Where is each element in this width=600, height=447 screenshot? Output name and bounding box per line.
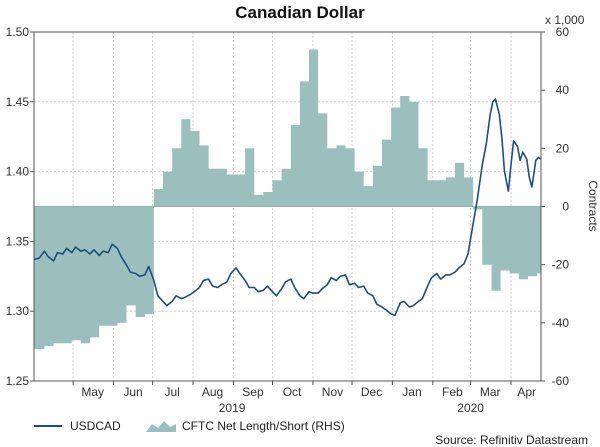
right-axis-ticks: 60 40 20 0 -20 -40 -60 bbox=[541, 25, 569, 388]
left-tick-label: 1.50 bbox=[6, 25, 30, 39]
right-tick-label: 60 bbox=[556, 25, 570, 39]
usdcad-line-layer bbox=[33, 98, 542, 317]
legend: USDCAD CFTC Net Length/Short (RHS) bbox=[34, 419, 345, 433]
x-month-label: Jan bbox=[402, 385, 421, 399]
x-year-label: 2020 bbox=[457, 401, 484, 415]
x-month-label: Oct bbox=[283, 385, 302, 399]
x-month-label: Nov bbox=[322, 385, 343, 399]
legend-usdcad-label: USDCAD bbox=[70, 419, 121, 433]
x-month-label: Mar bbox=[480, 385, 501, 399]
right-axis-label: Contracts bbox=[586, 180, 600, 231]
right-tick-label: -20 bbox=[552, 258, 570, 272]
x-month-label: Jun bbox=[123, 385, 142, 399]
right-axis-unit-note: x 1,000 bbox=[545, 13, 585, 27]
x-month-label: Sep bbox=[242, 385, 264, 399]
left-tick-label: 1.30 bbox=[6, 304, 30, 318]
x-month-label: May bbox=[81, 385, 104, 399]
left-tick-label: 1.40 bbox=[6, 165, 30, 179]
legend-area-swatch bbox=[146, 421, 176, 432]
cftc-net-position-area bbox=[34, 49, 541, 349]
x-month-label: Feb bbox=[442, 385, 463, 399]
left-tick-label: 1.25 bbox=[6, 374, 30, 388]
x-axis-ticks: May Jun Jul Aug Sep Oct Nov Dec Jan Feb Mar Apr 2019… bbox=[72, 381, 536, 415]
legend-cftc-label: CFTC Net Length/Short (RHS) bbox=[182, 419, 345, 433]
x-month-label: Aug bbox=[202, 385, 223, 399]
right-tick-label: 0 bbox=[562, 200, 569, 214]
left-tick-label: 1.35 bbox=[6, 234, 30, 248]
x-year-label: 2019 bbox=[219, 401, 246, 415]
left-axis-ticks: 1.50 1.45 1.40 1.35 1.30 1.25 bbox=[6, 25, 34, 388]
right-tick-label: 40 bbox=[556, 83, 570, 97]
x-month-label: Jul bbox=[164, 385, 179, 399]
usdcad-line bbox=[33, 98, 542, 317]
x-month-label: Apr bbox=[517, 385, 536, 399]
left-tick-label: 1.45 bbox=[6, 95, 30, 109]
x-month-label: Dec bbox=[361, 385, 382, 399]
chart-title: Canadian Dollar bbox=[235, 3, 365, 22]
source-note: Source: Refinitiv Datastream bbox=[435, 433, 588, 447]
right-tick-label: 20 bbox=[556, 141, 570, 155]
right-tick-label: -40 bbox=[552, 316, 570, 330]
cftc-area-layer bbox=[34, 49, 541, 349]
right-tick-label: -60 bbox=[552, 374, 570, 388]
